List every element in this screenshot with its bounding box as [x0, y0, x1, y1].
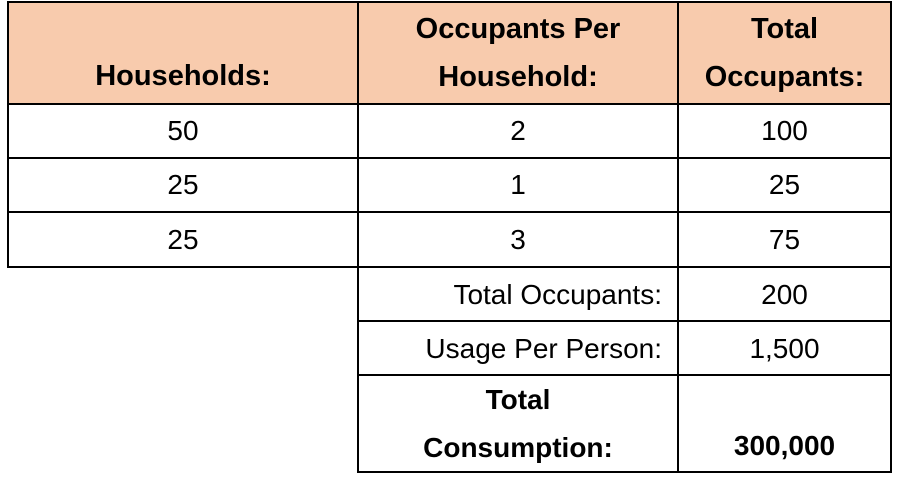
grid-line — [8, 266, 892, 268]
row-1-occupants-per-household: 2 — [510, 115, 526, 146]
row-3-households: 25 — [167, 224, 199, 255]
row-3-total-occupants: 75 — [768, 224, 801, 255]
grid-line — [8, 211, 892, 213]
grid-line — [357, 471, 892, 473]
row-2-total-occupants: 25 — [768, 169, 801, 200]
grid-line — [357, 320, 892, 322]
header-occupants-per-household: Occupants Per Household: — [358, 2, 678, 104]
grid-line — [357, 374, 892, 376]
header-households-label: Households: — [95, 60, 271, 92]
header-occupants-per-household-line2: Household: — [438, 61, 598, 93]
header-total-occupants: Total Occupants: — [678, 2, 891, 104]
row-1-total-occupants: 100 — [761, 115, 808, 146]
total-occupants-value: 200 — [761, 279, 808, 310]
total-consumption-value-text: 300,000 — [733, 430, 836, 461]
row-3-occupants-per-household: 3 — [510, 224, 526, 255]
total-consumption-value: 300,000 — [678, 376, 891, 472]
grid-line — [8, 103, 892, 105]
header-total-occupants-line2: Occupants: — [704, 61, 865, 93]
header-households: Households: — [8, 2, 358, 104]
row-2-occupants-per-household: 1 — [510, 169, 526, 200]
grid-line — [890, 1, 892, 473]
total-consumption-label-line2: Consumption: — [423, 432, 613, 463]
usage-per-person-value: 1,500 — [749, 333, 820, 364]
usage-per-person-label: Usage Per Person: — [425, 333, 662, 364]
row-1-households: 50 — [167, 115, 199, 146]
total-occupants-label: Total Occupants: — [453, 279, 662, 310]
header-occupants-per-household-line1: Occupants Per — [415, 13, 621, 45]
row-2-households: 25 — [167, 169, 199, 200]
grid-line — [8, 157, 892, 159]
grid-line — [357, 1, 359, 473]
grid-line — [677, 1, 679, 473]
grid-line — [7, 1, 9, 268]
total-consumption-label-line1: Total — [485, 384, 551, 415]
total-consumption-label: Total Consumption: — [358, 376, 678, 472]
header-total-occupants-line1: Total — [750, 13, 819, 45]
grid-line — [8, 1, 892, 3]
